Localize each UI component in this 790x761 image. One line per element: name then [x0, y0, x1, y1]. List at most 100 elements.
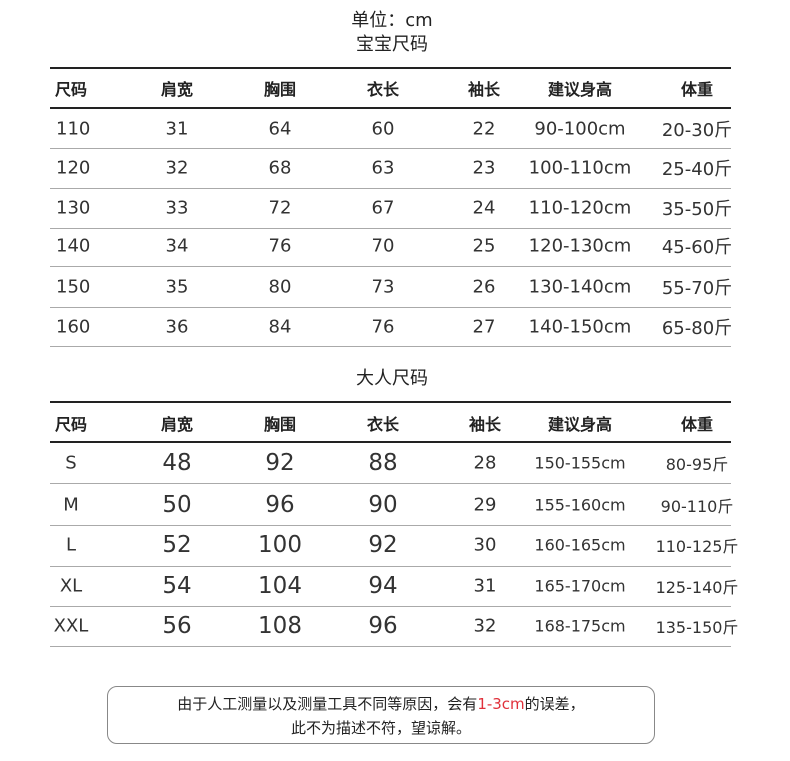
- column-header: 袖长: [468, 415, 502, 434]
- cell: 56: [162, 613, 192, 639]
- cell: 35-50斤: [661, 199, 733, 220]
- cell: 155-160cm: [534, 495, 626, 515]
- cell: 27: [472, 316, 496, 338]
- column-header: 衣长: [366, 415, 400, 434]
- cell: 67: [371, 197, 395, 219]
- cell: 80-95斤: [665, 455, 729, 474]
- cell: 60: [371, 118, 395, 140]
- column-header: 建议身高: [547, 415, 613, 434]
- cell: 96: [368, 613, 398, 639]
- row-divider: [50, 148, 731, 149]
- cell: 110-125斤: [655, 537, 739, 556]
- cell-size: 120: [56, 157, 91, 179]
- cell: 36: [165, 316, 189, 338]
- row-divider: [50, 307, 731, 308]
- row-divider: [50, 525, 731, 526]
- cell: 23: [472, 157, 496, 179]
- cell: 34: [165, 235, 189, 257]
- cell: 76: [268, 235, 292, 257]
- cell: 90: [368, 492, 398, 518]
- column-header: 尺码: [55, 415, 88, 434]
- cell: 45-60斤: [661, 237, 733, 258]
- cell-size: 110: [56, 118, 91, 140]
- cell: 100-110cm: [528, 157, 632, 179]
- note-text: 此不为描述不符，望谅解。: [290, 719, 471, 737]
- cell: 63: [371, 157, 395, 179]
- cell: 28: [473, 452, 497, 474]
- cell: 32: [473, 615, 497, 637]
- row-divider: [50, 228, 731, 229]
- cell: 22: [472, 118, 496, 140]
- unit-label: 单位：cm: [351, 10, 433, 31]
- cell: 73: [371, 276, 395, 298]
- cell: 108: [258, 613, 302, 639]
- cell: 76: [371, 316, 395, 338]
- column-header: 肩宽: [160, 415, 194, 434]
- cell: 88: [368, 450, 398, 476]
- cell: 135-150斤: [655, 618, 739, 637]
- cell: 80: [268, 276, 292, 298]
- column-header: 胸围: [263, 415, 297, 434]
- cell: 25-40斤: [661, 159, 733, 180]
- table-top-rule: [50, 67, 731, 69]
- cell: 50: [162, 492, 192, 518]
- cell: XXL: [53, 615, 89, 637]
- cell: 90-110斤: [660, 497, 734, 516]
- cell: 90-100cm: [534, 118, 626, 140]
- cell: 125-140斤: [655, 578, 739, 597]
- kids-table-title: 宝宝尺码: [356, 34, 428, 55]
- cell: 25: [472, 235, 496, 257]
- row-divider: [50, 483, 731, 484]
- row-divider: [50, 346, 731, 347]
- cell: 52: [162, 532, 192, 558]
- cell: 65-80斤: [661, 318, 733, 339]
- column-header: 肩宽: [160, 80, 194, 99]
- cell: 92: [265, 450, 295, 476]
- cell-size: 150: [56, 276, 91, 298]
- row-divider: [50, 566, 731, 567]
- cell: 120-130cm: [528, 235, 632, 257]
- column-header: 体重: [680, 415, 714, 434]
- cell: 100: [258, 532, 302, 558]
- note-text: 的误差，: [524, 695, 585, 713]
- cell: 20-30斤: [661, 120, 733, 141]
- table-top-rule: [50, 401, 731, 403]
- cell: 96: [265, 492, 295, 518]
- column-header: 衣长: [366, 80, 400, 99]
- cell: 72: [268, 197, 292, 219]
- row-divider: [50, 266, 731, 267]
- cell: 70: [371, 235, 395, 257]
- cell: L: [65, 534, 77, 556]
- cell: 64: [268, 118, 292, 140]
- cell-size: 140: [56, 235, 91, 257]
- cell-size: 160: [56, 316, 91, 338]
- cell: 104: [258, 573, 302, 599]
- cell: 130-140cm: [528, 276, 632, 298]
- row-divider: [50, 188, 731, 189]
- cell: 160-165cm: [534, 535, 626, 555]
- cell: 55-70斤: [661, 278, 733, 299]
- column-header: 体重: [680, 80, 714, 99]
- header-rule: [50, 441, 731, 443]
- cell: 48: [162, 450, 192, 476]
- cell: 110-120cm: [528, 197, 632, 219]
- note-highlight: 1-3cm: [477, 695, 525, 713]
- cell: 165-170cm: [534, 576, 626, 596]
- cell-size: 130: [56, 197, 91, 219]
- row-divider: [50, 646, 731, 647]
- row-divider: [50, 606, 731, 607]
- cell: M: [63, 494, 79, 516]
- cell: 140-150cm: [528, 316, 632, 338]
- cell: 29: [473, 494, 497, 516]
- cell: 92: [368, 532, 398, 558]
- cell: 35: [165, 276, 189, 298]
- column-header: 建议身高: [547, 80, 613, 99]
- cell: 54: [162, 573, 192, 599]
- cell: 168-175cm: [534, 616, 626, 636]
- cell: 84: [268, 316, 292, 338]
- note-text: 由于人工测量以及测量工具不同等原因，会有: [177, 695, 478, 713]
- cell: 33: [165, 197, 189, 219]
- cell: 94: [368, 573, 398, 599]
- cell: S: [65, 452, 77, 474]
